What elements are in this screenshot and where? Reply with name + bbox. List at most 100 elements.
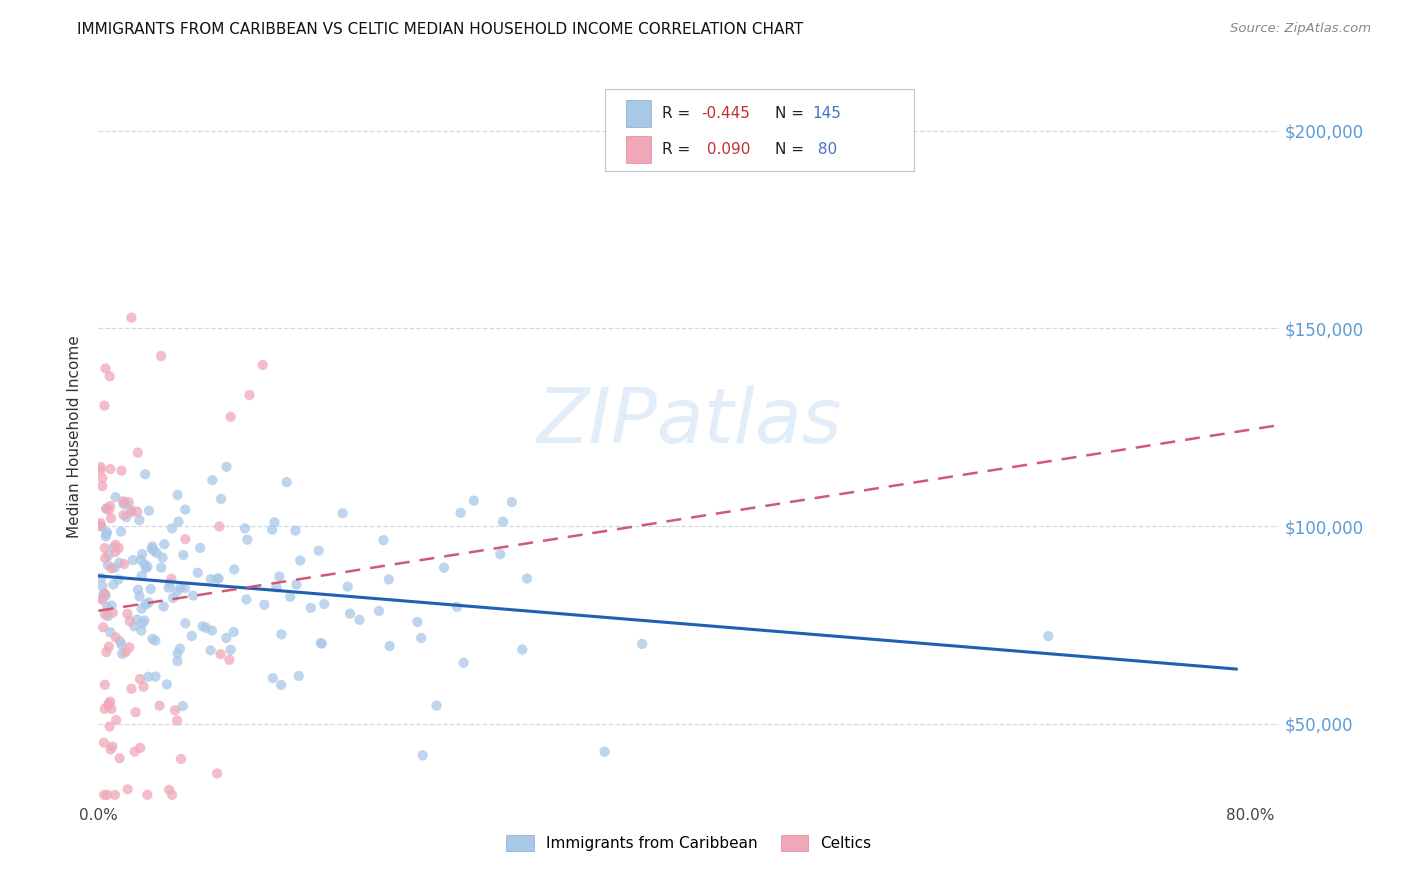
Point (138, 596, 160, 610)
Point (262, 523, 284, 537)
Point (339, 607, 361, 621)
Point (170, 752, 193, 766)
Point (98, 719, 121, 733)
Point (90, 571, 112, 585)
Point (131, 624, 153, 638)
Point (129, 740, 152, 755)
Point (138, 503, 160, 517)
Point (90, 516, 112, 530)
Point (152, 599, 174, 614)
Point (412, 748, 434, 763)
Point (162, 591, 184, 605)
Point (141, 541, 163, 556)
Point (219, 409, 242, 424)
Point (332, 506, 354, 520)
Point (103, 577, 125, 591)
Point (91, 620, 114, 634)
Point (233, 521, 256, 535)
Point (235, 592, 257, 607)
Point (90, 519, 112, 533)
Point (118, 495, 141, 509)
Point (108, 634, 131, 648)
Point (134, 614, 156, 628)
Point (132, 680, 155, 694)
Point (96, 600, 118, 615)
Point (187, 566, 209, 580)
Point (94, 607, 117, 622)
Point (104, 538, 127, 552)
Point (516, 572, 538, 586)
Point (105, 713, 128, 727)
Point (378, 639, 401, 653)
Point (118, 640, 141, 655)
Point (90, 460, 112, 475)
Point (135, 561, 157, 575)
Point (96, 788, 118, 802)
Point (131, 547, 153, 561)
Point (262, 671, 284, 685)
Point (131, 616, 153, 631)
Text: 80: 80 (813, 143, 837, 157)
Point (159, 576, 181, 591)
Point (145, 546, 167, 560)
Point (131, 601, 153, 615)
Point (284, 524, 307, 538)
Point (252, 358, 274, 372)
Point (142, 543, 165, 558)
Point (96, 527, 118, 541)
Point (96, 645, 118, 659)
Point (172, 699, 194, 714)
Point (91, 593, 114, 607)
Point (108, 556, 131, 570)
Point (93, 586, 115, 600)
Point (103, 541, 125, 555)
Point (125, 613, 148, 627)
Point (278, 590, 301, 604)
Point (104, 630, 127, 644)
Point (97, 698, 120, 713)
Point (270, 627, 292, 641)
Point (287, 669, 309, 683)
Point (111, 647, 134, 661)
Point (107, 541, 129, 556)
Point (120, 681, 142, 696)
Text: R =: R = (662, 143, 696, 157)
Point (100, 511, 122, 525)
Point (433, 560, 456, 574)
Point (188, 541, 211, 555)
Point (368, 604, 391, 618)
Point (501, 495, 523, 509)
Text: Source: ZipAtlas.com: Source: ZipAtlas.com (1230, 22, 1371, 36)
Point (108, 751, 131, 765)
Text: R =: R = (662, 106, 696, 120)
Point (110, 464, 132, 478)
Point (194, 621, 217, 635)
Point (160, 521, 183, 535)
Point (100, 561, 122, 575)
Point (238, 388, 260, 402)
Point (308, 543, 330, 558)
Point (120, 310, 142, 325)
Point (128, 513, 150, 527)
Point (489, 547, 512, 561)
Point (174, 616, 197, 631)
Point (120, 503, 142, 517)
Point (104, 545, 127, 559)
Point (373, 533, 395, 548)
Point (124, 705, 146, 719)
Point (127, 505, 149, 519)
Point (124, 619, 146, 633)
Point (174, 502, 197, 516)
Point (174, 581, 197, 595)
Point (166, 584, 188, 599)
Point (224, 562, 246, 576)
Point (446, 599, 468, 614)
Point (115, 510, 138, 524)
Point (266, 581, 288, 595)
Text: 145: 145 (813, 106, 842, 120)
Point (165, 703, 187, 717)
Point (124, 745, 146, 759)
Point (1038, 629, 1060, 643)
Point (311, 637, 333, 651)
Point (201, 473, 224, 487)
